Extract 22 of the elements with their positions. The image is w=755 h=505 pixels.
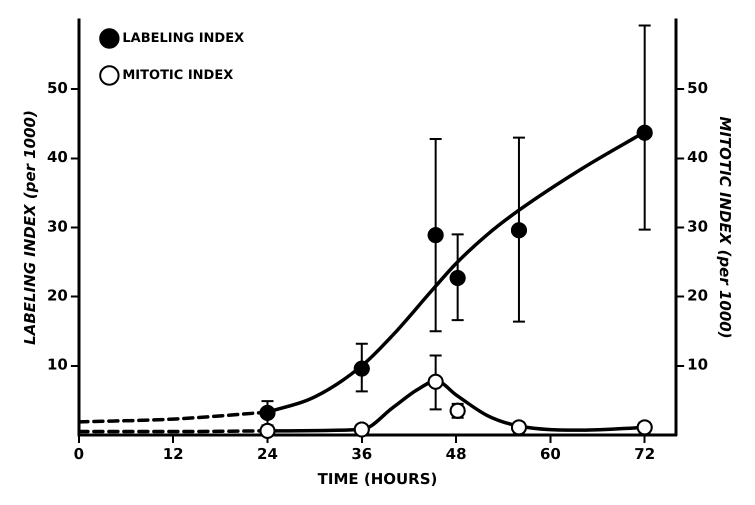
x-tick-label: 60 bbox=[540, 444, 561, 463]
y2-axis-title: MITOTIC INDEX (per 1000) bbox=[716, 116, 734, 339]
y2-tick-label: 10 bbox=[687, 356, 708, 374]
y-axis-title: LABELING INDEX (per 1000) bbox=[20, 110, 39, 345]
x-tick-label: 72 bbox=[634, 444, 656, 463]
x-axis-title: TIME (HOURS) bbox=[318, 470, 438, 488]
y2-tick-label: 40 bbox=[687, 148, 708, 166]
y-tick-label: 40 bbox=[47, 148, 68, 166]
x-tick-label: 36 bbox=[351, 444, 372, 463]
y-tick-label: 30 bbox=[47, 217, 68, 236]
y2-tick-label: 30 bbox=[687, 217, 708, 236]
y-tick-label: 50 bbox=[47, 79, 68, 98]
y-tick-label: 10 bbox=[47, 356, 68, 374]
x-tick-label: 48 bbox=[446, 444, 467, 463]
y-tick-label: 20 bbox=[47, 286, 68, 305]
legend-label: LABELING INDEX bbox=[122, 30, 244, 46]
legend-label: MITOTIC INDEX bbox=[122, 68, 234, 83]
x-tick-label: 0 bbox=[74, 444, 84, 463]
y2-tick-label: 20 bbox=[687, 286, 708, 305]
x-tick-label: 12 bbox=[162, 444, 184, 463]
y2-tick-label: 50 bbox=[687, 79, 708, 98]
x-tick-label: 24 bbox=[257, 444, 278, 463]
